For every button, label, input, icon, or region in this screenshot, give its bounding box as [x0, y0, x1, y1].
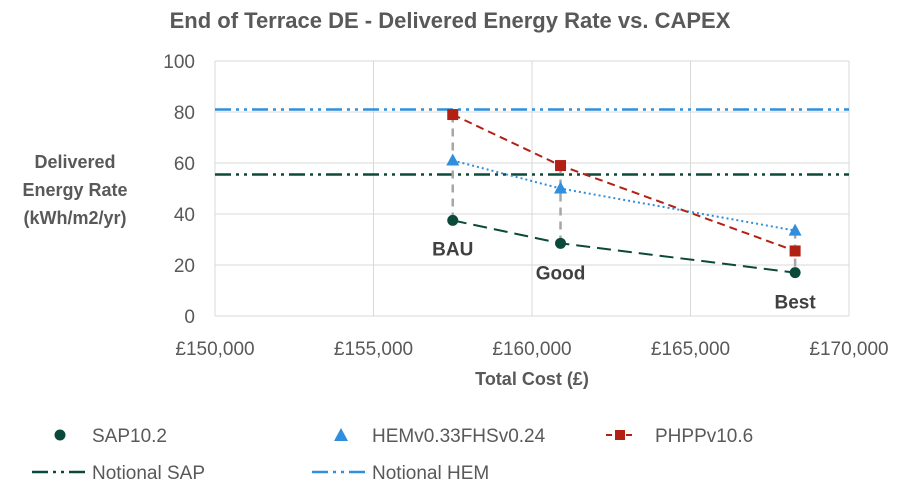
legend-label-notional-sap: Notional SAP [92, 463, 205, 484]
series-lines [452, 113, 796, 274]
legend-item-notional-hem: Notional HEM [312, 463, 489, 484]
chart-title: End of Terrace DE - Delivered Energy Rat… [170, 8, 731, 33]
y-axis-title-line-2: Energy Rate [22, 180, 127, 200]
markers [446, 109, 802, 279]
data-point [447, 214, 459, 226]
data-point [447, 109, 459, 121]
legend-label-notional-hem: Notional HEM [372, 463, 489, 484]
legend-item-hem: HEMv0.33FHSv0.24 [334, 426, 546, 447]
y-tick-label: 0 [184, 307, 195, 328]
legend-item-sap: SAP10.2 [54, 426, 167, 447]
data-point [555, 237, 567, 249]
data-point [788, 223, 802, 236]
y-tick-label: 40 [174, 205, 195, 226]
x-tick-label: £155,000 [334, 339, 413, 360]
legend-marker-hem [334, 428, 348, 441]
y-axis-title-line-3: (kWh/m2/yr) [23, 208, 126, 228]
annotations: BAU Good Best [432, 239, 816, 313]
legend: SAP10.2 HEMv0.33FHSv0.24 PHPPv10.6 Notio… [32, 426, 753, 484]
x-tick-label: £165,000 [651, 339, 730, 360]
x-tick-label: £150,000 [175, 339, 254, 360]
y-axis-title-line-1: Delivered [34, 152, 115, 172]
reference-lines [215, 108, 849, 176]
y-tick-label: 60 [174, 154, 195, 175]
x-tick-label: £170,000 [809, 339, 888, 360]
data-point [789, 267, 801, 279]
x-axis-title: Total Cost (£) [475, 369, 589, 389]
data-point [446, 153, 460, 166]
legend-label-sap: SAP10.2 [92, 426, 167, 447]
legend-marker-sap [54, 429, 66, 441]
legend-label-phpp: PHPPv10.6 [655, 426, 753, 447]
annotation-label: BAU [432, 239, 473, 260]
legend-item-phpp: PHPPv10.6 [606, 426, 753, 447]
annotation-label: Good [536, 263, 586, 284]
data-point [554, 181, 568, 194]
legend-label-hem: HEMv0.33FHSv0.24 [372, 426, 546, 447]
series-line [452, 159, 796, 232]
data-point [789, 245, 801, 257]
y-axis-title: Delivered Energy Rate (kWh/m2/yr) [22, 152, 127, 228]
gridlines [214, 60, 850, 317]
y-tick-label: 80 [174, 103, 195, 124]
legend-marker-phpp [615, 430, 625, 440]
x-tick-label: £160,000 [492, 339, 571, 360]
y-tick-label: 20 [174, 256, 195, 277]
legend-item-notional-sap: Notional SAP [32, 463, 205, 484]
tick-labels: 0 20 40 60 80 100 £150,000 £155,000 £160,000 £165… [163, 52, 888, 360]
y-tick-label: 100 [163, 52, 195, 73]
data-point [555, 160, 567, 172]
annotation-label: Best [775, 293, 817, 314]
